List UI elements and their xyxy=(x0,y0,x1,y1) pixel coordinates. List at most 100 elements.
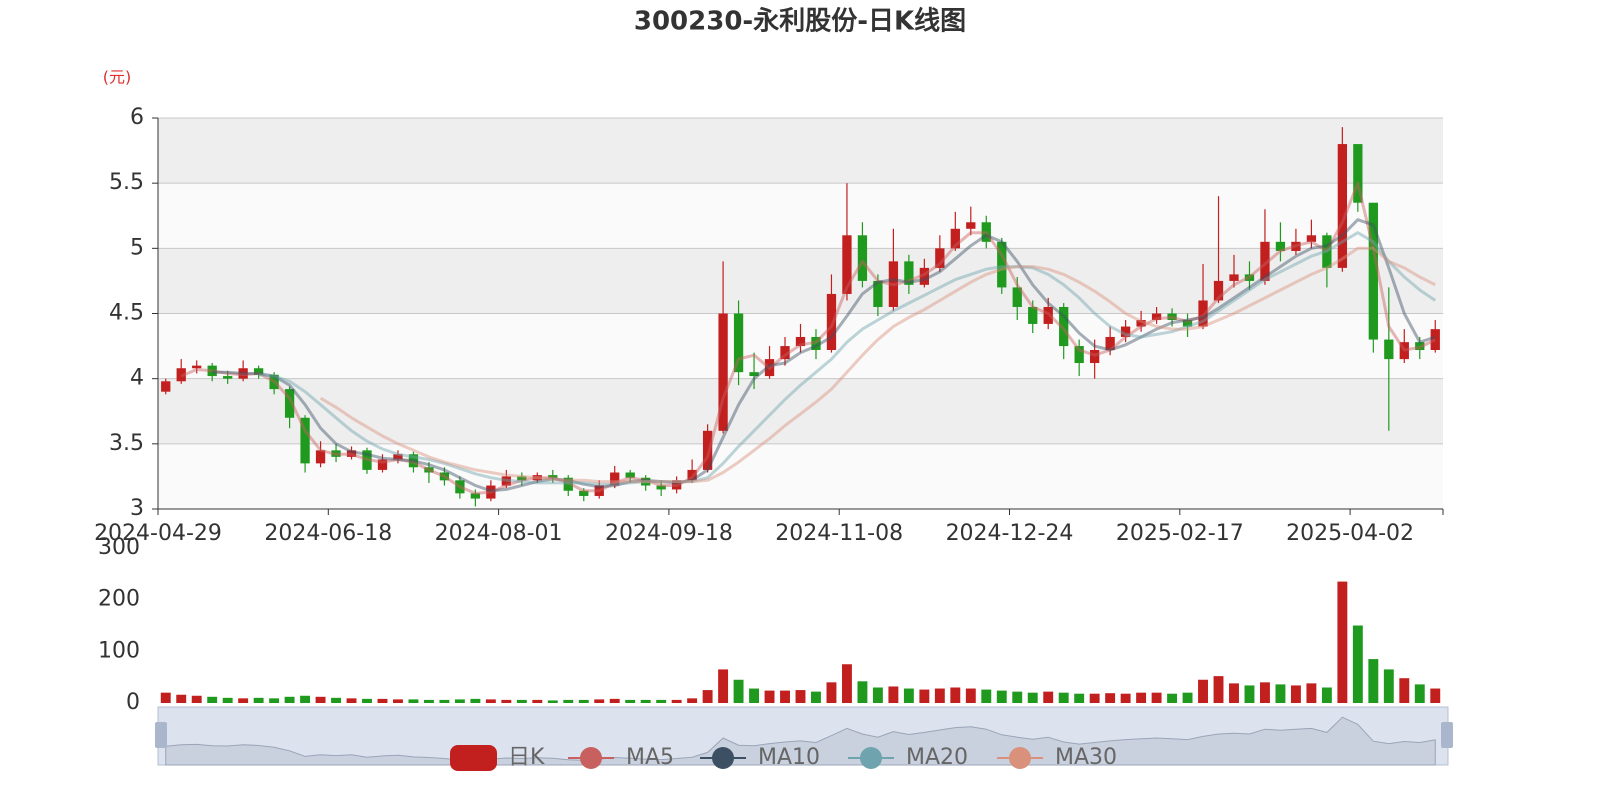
candle-body xyxy=(548,475,558,478)
volume-bar xyxy=(516,699,527,703)
volume-bar xyxy=(346,698,357,703)
volume-bar xyxy=(315,696,326,703)
volume-bar xyxy=(207,696,218,703)
candle-body xyxy=(966,222,976,229)
legend-label[interactable]: MA30 xyxy=(1055,745,1117,770)
candle-body xyxy=(1059,306,1069,347)
zoom-handle-left[interactable] xyxy=(155,722,167,748)
volume-bar xyxy=(408,699,419,703)
candle-body xyxy=(161,381,171,392)
candle-body xyxy=(641,477,651,486)
candle-body xyxy=(176,368,186,382)
volume-bar xyxy=(191,695,202,703)
volume-bar xyxy=(1275,684,1286,703)
ma-line xyxy=(319,246,1436,484)
candle-body xyxy=(238,368,248,379)
candle-body xyxy=(532,475,542,481)
ma-line xyxy=(212,218,1436,493)
zoom-handle-right[interactable] xyxy=(1441,722,1453,748)
legend: 日K MA5 MA10 MA20 MA30 xyxy=(450,745,1117,771)
legend-label[interactable]: MA10 xyxy=(758,745,820,770)
x-tick-label: 2024-11-08 xyxy=(775,521,903,546)
volume-bar xyxy=(1058,692,1069,703)
legend-icon xyxy=(450,745,497,771)
candle-body xyxy=(1415,342,1425,350)
volume-bar xyxy=(872,687,883,703)
volume-bar xyxy=(981,689,992,703)
candle-body xyxy=(811,336,821,350)
candle-body xyxy=(439,472,450,481)
volume-bar xyxy=(1182,692,1193,703)
x-tick-label: 2024-06-18 xyxy=(264,521,392,546)
volume-bar xyxy=(594,699,605,703)
candle-body xyxy=(253,368,264,375)
volume-bar xyxy=(1337,581,1348,703)
plot-bands xyxy=(158,118,1443,509)
candle-body xyxy=(625,472,635,478)
legend-icon xyxy=(1009,747,1031,769)
volume-bar xyxy=(284,696,295,703)
candle-body xyxy=(594,485,604,496)
y-tick-label: 5.5 xyxy=(109,170,144,195)
plot-band xyxy=(158,118,1443,184)
candle-body xyxy=(1012,287,1022,307)
candle-body xyxy=(486,485,496,499)
volume-bar xyxy=(238,698,249,703)
candle-body xyxy=(1198,300,1208,327)
volume-bar xyxy=(965,688,976,703)
volume-bar xyxy=(1260,682,1270,703)
candle-body xyxy=(1120,326,1131,337)
y-tick-label: 3 xyxy=(130,496,144,521)
volume-bar xyxy=(780,690,790,703)
candle-body xyxy=(888,261,899,307)
candle-body xyxy=(997,241,1007,288)
volume-bar xyxy=(996,690,1007,703)
candle-body xyxy=(223,376,233,379)
volume-bar xyxy=(934,688,945,703)
y-unit: (元) xyxy=(103,68,132,87)
volume-bar xyxy=(1306,683,1317,703)
candle-body xyxy=(501,476,511,486)
candle-body xyxy=(470,493,481,499)
candle-body xyxy=(1353,144,1363,203)
candle-body xyxy=(346,450,357,457)
candle-body xyxy=(749,372,759,377)
x-tick-label: 2024-04-29 xyxy=(94,521,222,546)
plot-band xyxy=(158,443,1443,509)
volume-bar xyxy=(811,691,821,703)
volume-bar xyxy=(547,700,558,703)
x-tick-label: 2025-02-17 xyxy=(1116,521,1244,546)
volume-bar xyxy=(841,664,852,703)
y-tick-label: 6 xyxy=(130,105,144,130)
candle-body xyxy=(1244,274,1255,281)
legend-label[interactable]: 日K xyxy=(508,745,545,770)
candle-body xyxy=(733,313,744,373)
legend-icon xyxy=(712,747,734,769)
ma-line xyxy=(258,231,1437,486)
candle-body xyxy=(950,228,960,249)
candle-body xyxy=(780,346,790,360)
volume-bar xyxy=(919,689,930,703)
volume-bar xyxy=(1198,679,1208,703)
candle-body xyxy=(408,454,419,468)
volume-tick-label: 0 xyxy=(126,690,140,715)
candle-body xyxy=(1213,280,1224,301)
volume-bar xyxy=(269,698,280,703)
volume-bar xyxy=(1321,687,1332,703)
volume-bar xyxy=(1414,684,1425,703)
y-tick-label: 4.5 xyxy=(109,301,144,326)
candle-body xyxy=(1260,241,1270,281)
legend-label[interactable]: MA5 xyxy=(626,745,674,770)
volume-bar xyxy=(888,686,899,703)
volume-bar xyxy=(300,695,311,703)
candle-body xyxy=(269,374,279,390)
candle-body xyxy=(1306,235,1317,242)
volume-bar xyxy=(609,698,620,703)
legend-label[interactable]: MA20 xyxy=(906,745,968,770)
candle-body xyxy=(873,280,883,307)
volume-bar xyxy=(1430,688,1441,703)
candle-body xyxy=(377,459,388,470)
legend-icon xyxy=(860,747,882,769)
volume-bar xyxy=(1043,691,1054,703)
candle-body xyxy=(1275,241,1286,251)
